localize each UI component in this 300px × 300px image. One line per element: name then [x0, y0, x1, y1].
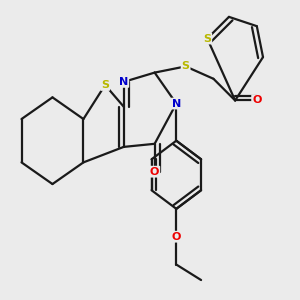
- Text: O: O: [150, 167, 159, 177]
- Text: S: S: [101, 80, 109, 90]
- Text: S: S: [182, 61, 190, 71]
- Text: S: S: [203, 34, 211, 44]
- Text: N: N: [172, 99, 181, 109]
- Text: O: O: [252, 95, 262, 106]
- Text: N: N: [119, 77, 128, 87]
- Text: O: O: [172, 232, 181, 242]
